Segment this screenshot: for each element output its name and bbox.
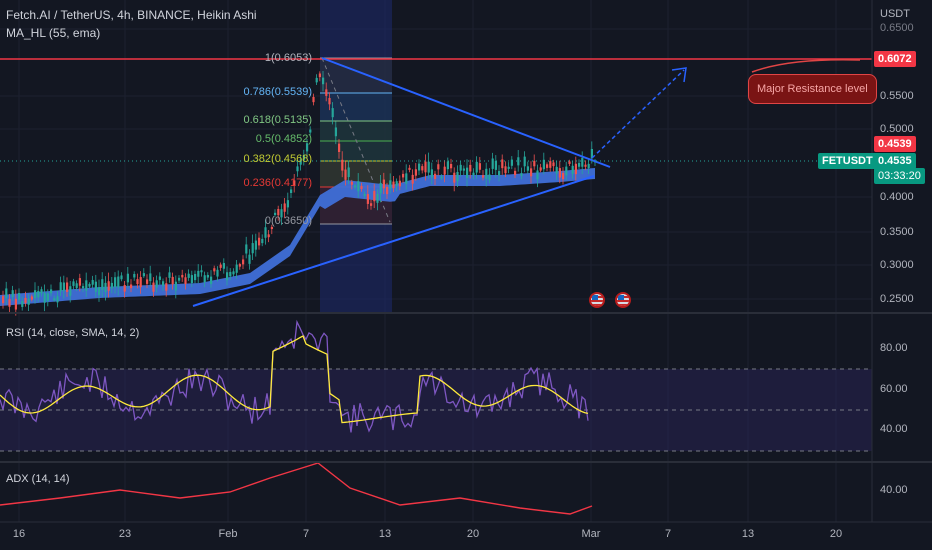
grid-lines bbox=[0, 0, 872, 522]
ma-hl-ribbon bbox=[0, 168, 595, 306]
price-axis-label: 0.3000 bbox=[880, 259, 914, 271]
fib-label: 0.618(0.5135) bbox=[243, 114, 313, 126]
price-axis-label: 0.5000 bbox=[880, 123, 914, 135]
arrow-head-icon bbox=[671, 67, 687, 83]
adx-line bbox=[0, 462, 593, 515]
upper-trendline[interactable] bbox=[321, 57, 611, 168]
currency-label: USDT bbox=[880, 8, 910, 20]
adx-pane-label[interactable]: ADX (14, 14) bbox=[6, 473, 70, 485]
fib-label: 0(0.3650) bbox=[264, 215, 312, 227]
us-flag-icon[interactable] bbox=[615, 292, 631, 308]
symbol-title[interactable]: Fetch.AI / TetherUS, 4h, BINANCE, Heikin… bbox=[6, 8, 257, 22]
rsi-pane-label[interactable]: RSI (14, close, SMA, 14, 2) bbox=[6, 327, 140, 339]
resistance-callout[interactable]: Major Resistance level bbox=[748, 74, 877, 104]
time-axis-label: Mar bbox=[581, 528, 601, 540]
time-axis-label: Feb bbox=[218, 528, 238, 540]
time-axis-label: 23 bbox=[118, 528, 132, 540]
resistance-price-tag: 0.6072 bbox=[874, 51, 916, 67]
callout-connector bbox=[751, 59, 861, 73]
fib-label: 0.236(0.4177) bbox=[243, 177, 313, 189]
price-axis-label: 0.6500 bbox=[880, 22, 914, 34]
time-axis-label: 7 bbox=[302, 528, 310, 540]
fib-label: 1(0.6053) bbox=[264, 52, 312, 64]
us-flag-icon[interactable] bbox=[589, 292, 605, 308]
current-price-tag: 0.4535 bbox=[874, 153, 916, 169]
breakout-arrow[interactable] bbox=[591, 69, 685, 159]
rsi-ma-line bbox=[0, 335, 589, 424]
countdown-tag: 03:33:20 bbox=[874, 168, 925, 184]
rsi-axis-label: 40.00 bbox=[880, 423, 908, 435]
fib-label: 0.5(0.4852) bbox=[255, 133, 312, 145]
time-axis-label: 13 bbox=[741, 528, 755, 540]
lower-trendline[interactable] bbox=[192, 175, 595, 307]
rsi-axis-label: 80.00 bbox=[880, 342, 908, 354]
time-axis-label: 20 bbox=[829, 528, 843, 540]
price-axis-label: 0.2500 bbox=[880, 293, 914, 305]
ma-indicator-label[interactable]: MA_HL (55, ema) bbox=[6, 26, 101, 40]
fib-label: 0.786(0.5539) bbox=[243, 86, 313, 98]
fib-label: 0.382(0.4568) bbox=[243, 153, 313, 165]
time-axis-label: 20 bbox=[466, 528, 480, 540]
time-axis-label: 7 bbox=[664, 528, 672, 540]
time-axis-label: 16 bbox=[12, 528, 26, 540]
rsi-axis-label: 60.00 bbox=[880, 383, 908, 395]
high-price-tag: 0.4539 bbox=[874, 136, 916, 152]
price-axis-label: 0.3500 bbox=[880, 226, 914, 238]
time-axis-label: 13 bbox=[378, 528, 392, 540]
price-axis-label: 0.5500 bbox=[880, 90, 914, 102]
adx-axis-label: 40.00 bbox=[880, 484, 908, 496]
ticker-tag[interactable]: FETUSDT bbox=[818, 153, 877, 169]
rsi-line bbox=[0, 319, 589, 433]
candlesticks bbox=[2, 70, 597, 316]
price-axis-label: 0.4000 bbox=[880, 191, 914, 203]
